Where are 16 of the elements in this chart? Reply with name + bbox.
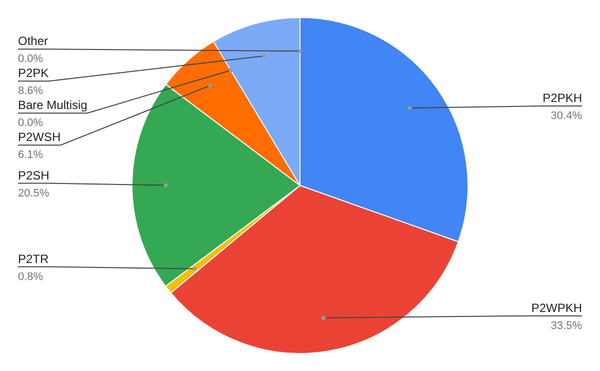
category-label: Other [18,34,48,48]
data-label: 33.5% [550,320,582,332]
slice-label: P2WPKH [531,300,582,315]
text: 0.0% [18,53,44,66]
slice-label: P2SH [18,168,50,182]
text: 0.0% [18,117,44,130]
data-label: 30.4% [550,110,582,122]
data-label: 20.5% [18,187,50,200]
slice-label: P2PK [18,66,49,80]
data-label: 0.8% [18,270,44,283]
category-label: Bare Multisig [18,98,88,112]
data-label: 8.6% [18,85,44,98]
slice-label: P2TR [18,252,50,266]
slice-label: P2PKH [542,90,582,105]
slice-label: P2WSH [18,130,61,144]
data-label: 6.1% [18,149,44,162]
